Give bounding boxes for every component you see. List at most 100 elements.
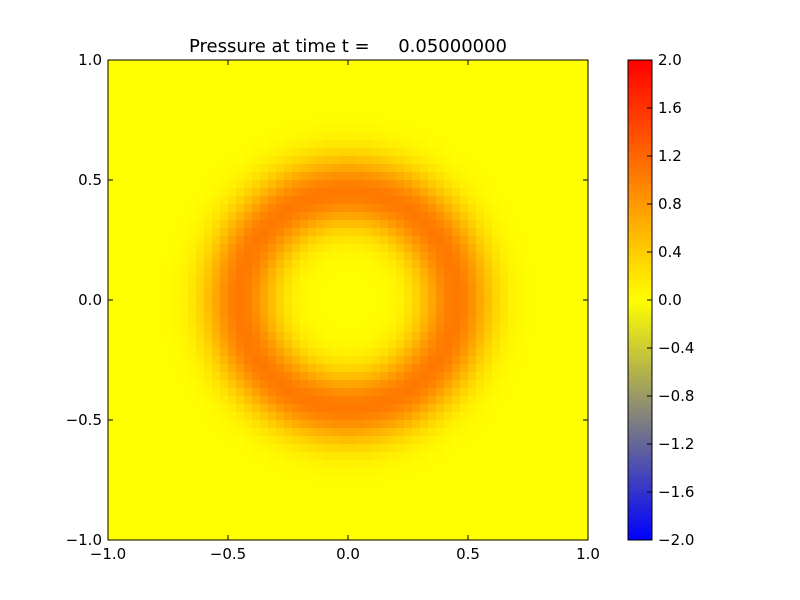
heatmap-cell — [372, 340, 381, 349]
heatmap-cell — [428, 260, 437, 269]
heatmap-cell — [364, 324, 373, 333]
heatmap-cell — [316, 76, 325, 85]
heatmap-cell — [212, 300, 221, 309]
heatmap-cell — [476, 292, 485, 301]
heatmap-cell — [396, 316, 405, 325]
heatmap-cell — [548, 76, 557, 85]
heatmap-cell — [532, 252, 541, 261]
heatmap-cell — [372, 364, 381, 373]
heatmap-cell — [420, 388, 429, 397]
heatmap-cell — [452, 276, 461, 285]
heatmap-cell — [156, 348, 165, 357]
heatmap-cell — [484, 260, 493, 269]
heatmap-cell — [516, 332, 525, 341]
heatmap-cell — [468, 420, 477, 429]
heatmap-cell — [532, 116, 541, 125]
heatmap-cell — [420, 292, 429, 301]
heatmap-cell — [524, 308, 533, 317]
heatmap-cell — [340, 428, 349, 437]
heatmap-cell — [220, 124, 229, 133]
heatmap-cell — [228, 180, 237, 189]
heatmap-cell — [476, 260, 485, 269]
heatmap-cell — [404, 268, 413, 277]
heatmap-cell — [556, 468, 565, 477]
heatmap-cell — [556, 332, 565, 341]
heatmap-cell — [124, 412, 133, 421]
heatmap-cell — [260, 196, 269, 205]
heatmap-cell — [260, 124, 269, 133]
heatmap-cell — [492, 180, 501, 189]
heatmap-cell — [228, 316, 237, 325]
heatmap-cell — [276, 420, 285, 429]
heatmap-cell — [204, 412, 213, 421]
heatmap-cell — [324, 260, 333, 269]
heatmap-cell — [292, 292, 301, 301]
heatmap-cell — [228, 492, 237, 501]
heatmap-cell — [276, 500, 285, 509]
heatmap-cell — [268, 228, 277, 237]
heatmap-cell — [316, 196, 325, 205]
heatmap-cell — [196, 452, 205, 461]
heatmap-cell — [220, 236, 229, 245]
heatmap-cell — [324, 484, 333, 493]
heatmap-cell — [116, 364, 125, 373]
heatmap-cell — [348, 324, 357, 333]
heatmap-cell — [524, 180, 533, 189]
heatmap-cell — [500, 244, 509, 253]
heatmap-cell — [484, 124, 493, 133]
heatmap-cell — [580, 444, 589, 453]
heatmap-cell — [156, 100, 165, 109]
heatmap-cell — [580, 268, 589, 277]
heatmap-cell — [244, 148, 253, 157]
heatmap-cell — [180, 364, 189, 373]
heatmap-cell — [444, 388, 453, 397]
heatmap-cell — [108, 60, 117, 69]
heatmap-cell — [548, 340, 557, 349]
heatmap-cell — [332, 132, 341, 141]
heatmap-cell — [388, 404, 397, 413]
heatmap-cell — [244, 436, 253, 445]
heatmap-cell — [356, 500, 365, 509]
heatmap-cell — [172, 404, 181, 413]
heatmap-cell — [252, 324, 261, 333]
heatmap-cell — [404, 76, 413, 85]
heatmap-cell — [580, 324, 589, 333]
heatmap-cell — [204, 268, 213, 277]
heatmap-cell — [188, 452, 197, 461]
heatmap-cell — [148, 228, 157, 237]
heatmap-cell — [516, 196, 525, 205]
heatmap-cell — [212, 532, 221, 541]
heatmap-cell — [188, 388, 197, 397]
heatmap-cell — [364, 348, 373, 357]
heatmap-cell — [484, 356, 493, 365]
heatmap-cell — [356, 452, 365, 461]
heatmap-cell — [364, 412, 373, 421]
heatmap-cell — [412, 204, 421, 213]
heatmap-cell — [308, 260, 317, 269]
heatmap-cell — [388, 220, 397, 229]
heatmap-cell — [444, 372, 453, 381]
heatmap-cell — [348, 412, 357, 421]
heatmap-cell — [516, 356, 525, 365]
heatmap-cell — [364, 148, 373, 157]
heatmap-cell — [540, 308, 549, 317]
heatmap-cell — [564, 260, 573, 269]
heatmap-cell — [388, 284, 397, 293]
heatmap-cell — [428, 68, 437, 77]
heatmap-cell — [348, 396, 357, 405]
heatmap-cell — [204, 396, 213, 405]
heatmap-cell — [540, 252, 549, 261]
heatmap-cell — [436, 436, 445, 445]
heatmap-cell — [468, 412, 477, 421]
heatmap-cell — [348, 332, 357, 341]
heatmap-cell — [196, 428, 205, 437]
heatmap-cell — [308, 460, 317, 469]
heatmap-cell — [436, 276, 445, 285]
heatmap-cell — [524, 172, 533, 181]
heatmap-cell — [140, 412, 149, 421]
heatmap-cell — [332, 324, 341, 333]
heatmap-cell — [428, 124, 437, 133]
heatmap-cell — [196, 476, 205, 485]
heatmap-cell — [316, 500, 325, 509]
heatmap-cell — [132, 476, 141, 485]
